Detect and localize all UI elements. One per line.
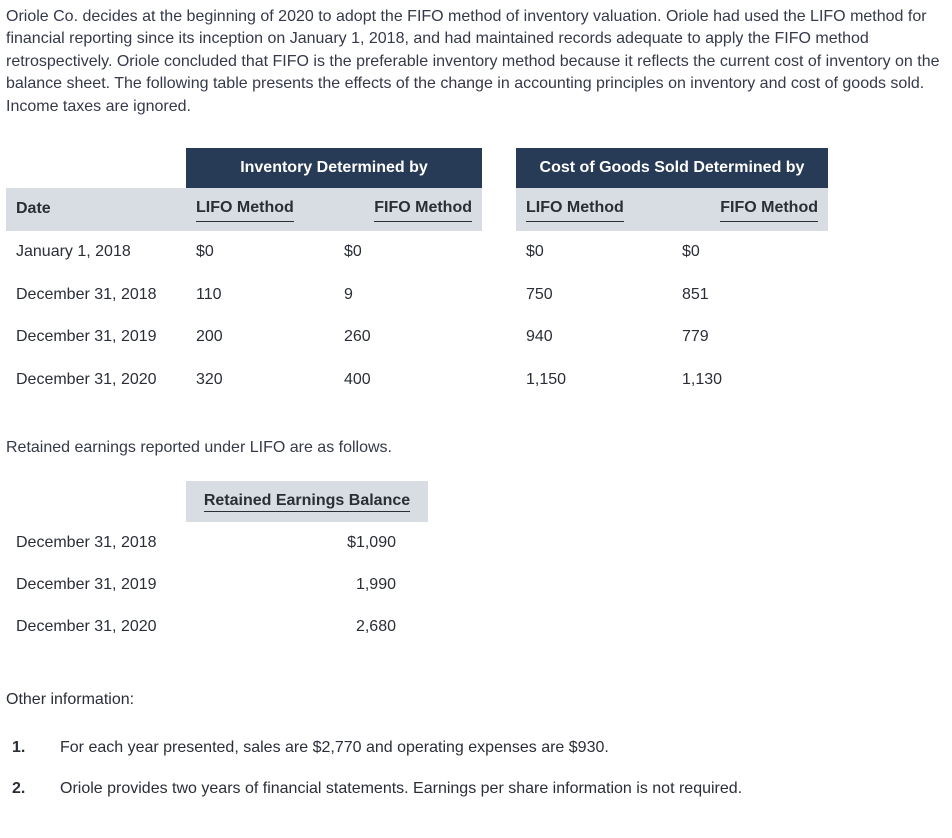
cell-sep	[482, 274, 516, 316]
group-separator	[482, 148, 516, 188]
cell-cogs-lifo: 1,150	[516, 359, 672, 401]
cell-cogs-lifo: 750	[516, 274, 672, 316]
effects-table: Inventory Determined by Cost of Goods So…	[6, 148, 828, 401]
cell-cogs-fifo: 779	[672, 316, 828, 358]
col-header-inv-lifo: LIFO Method	[186, 188, 334, 231]
retained-earnings-intro: Retained earnings reported under LIFO ar…	[6, 437, 946, 459]
table-row: December 31, 2018 $1,090	[6, 522, 428, 564]
cell-inv-fifo: $0	[334, 231, 482, 273]
cell-date: December 31, 2018	[6, 274, 186, 316]
list-number: 2.	[6, 778, 60, 800]
col-header-sep	[482, 188, 516, 231]
cell-balance: 1,990	[186, 564, 428, 606]
group-header-row: Inventory Determined by Cost of Goods So…	[6, 148, 828, 188]
table-row: January 1, 2018 $0 $0 $0 $0	[6, 231, 828, 273]
col-header-cogs-lifo: LIFO Method	[516, 188, 672, 231]
table-row: December 31, 2019 200 260 940 779	[6, 316, 828, 358]
col-header-inv-fifo: FIFO Method	[334, 188, 482, 231]
list-item: 1. For each year presented, sales are $2…	[6, 737, 946, 759]
cell-balance: 2,680	[186, 606, 428, 648]
cell-inv-lifo: 200	[186, 316, 334, 358]
table-row: December 31, 2020 320 400 1,150 1,130	[6, 359, 828, 401]
cell-inv-lifo: 110	[186, 274, 334, 316]
cell-inv-fifo: 9	[334, 274, 482, 316]
list-item: 2. Oriole provides two years of financia…	[6, 778, 946, 800]
table-row: December 31, 2020 2,680	[6, 606, 428, 648]
list-text: For each year presented, sales are $2,77…	[60, 737, 609, 759]
cell-sep	[482, 359, 516, 401]
re-header-balance: Retained Earnings Balance	[186, 481, 428, 521]
cell-cogs-lifo: 940	[516, 316, 672, 358]
group-header-spacer	[6, 148, 186, 188]
intro-paragraph: Oriole Co. decides at the beginning of 2…	[6, 6, 946, 118]
cell-date: December 31, 2020	[6, 359, 186, 401]
other-info-list: 1. For each year presented, sales are $2…	[6, 737, 946, 800]
cell-inv-lifo: $0	[186, 231, 334, 273]
cell-inv-lifo: 320	[186, 359, 334, 401]
list-text: Oriole provides two years of financial s…	[60, 778, 742, 800]
re-header-spacer	[6, 481, 186, 521]
other-info-label: Other information:	[6, 689, 946, 711]
cell-date: December 31, 2020	[6, 606, 186, 648]
table-row: December 31, 2019 1,990	[6, 564, 428, 606]
cell-balance: $1,090	[186, 522, 428, 564]
cell-inv-fifo: 260	[334, 316, 482, 358]
table-row: December 31, 2018 110 9 750 851	[6, 274, 828, 316]
group-header-inventory: Inventory Determined by	[186, 148, 482, 188]
cell-inv-fifo: 400	[334, 359, 482, 401]
cell-sep	[482, 231, 516, 273]
list-number: 1.	[6, 737, 60, 759]
group-header-cogs: Cost of Goods Sold Determined by	[516, 148, 828, 188]
cell-cogs-fifo: $0	[672, 231, 828, 273]
cell-date: December 31, 2019	[6, 564, 186, 606]
cell-cogs-lifo: $0	[516, 231, 672, 273]
cell-sep	[482, 316, 516, 358]
cell-date: January 1, 2018	[6, 231, 186, 273]
cell-cogs-fifo: 851	[672, 274, 828, 316]
retained-earnings-table: Retained Earnings Balance December 31, 2…	[6, 481, 428, 649]
cell-date: December 31, 2019	[6, 316, 186, 358]
column-header-row: Date LIFO Method FIFO Method LIFO Method…	[6, 188, 828, 231]
cell-date: December 31, 2018	[6, 522, 186, 564]
col-header-cogs-fifo: FIFO Method	[672, 188, 828, 231]
cell-cogs-fifo: 1,130	[672, 359, 828, 401]
re-header-row: Retained Earnings Balance	[6, 481, 428, 521]
col-header-date: Date	[6, 188, 186, 231]
